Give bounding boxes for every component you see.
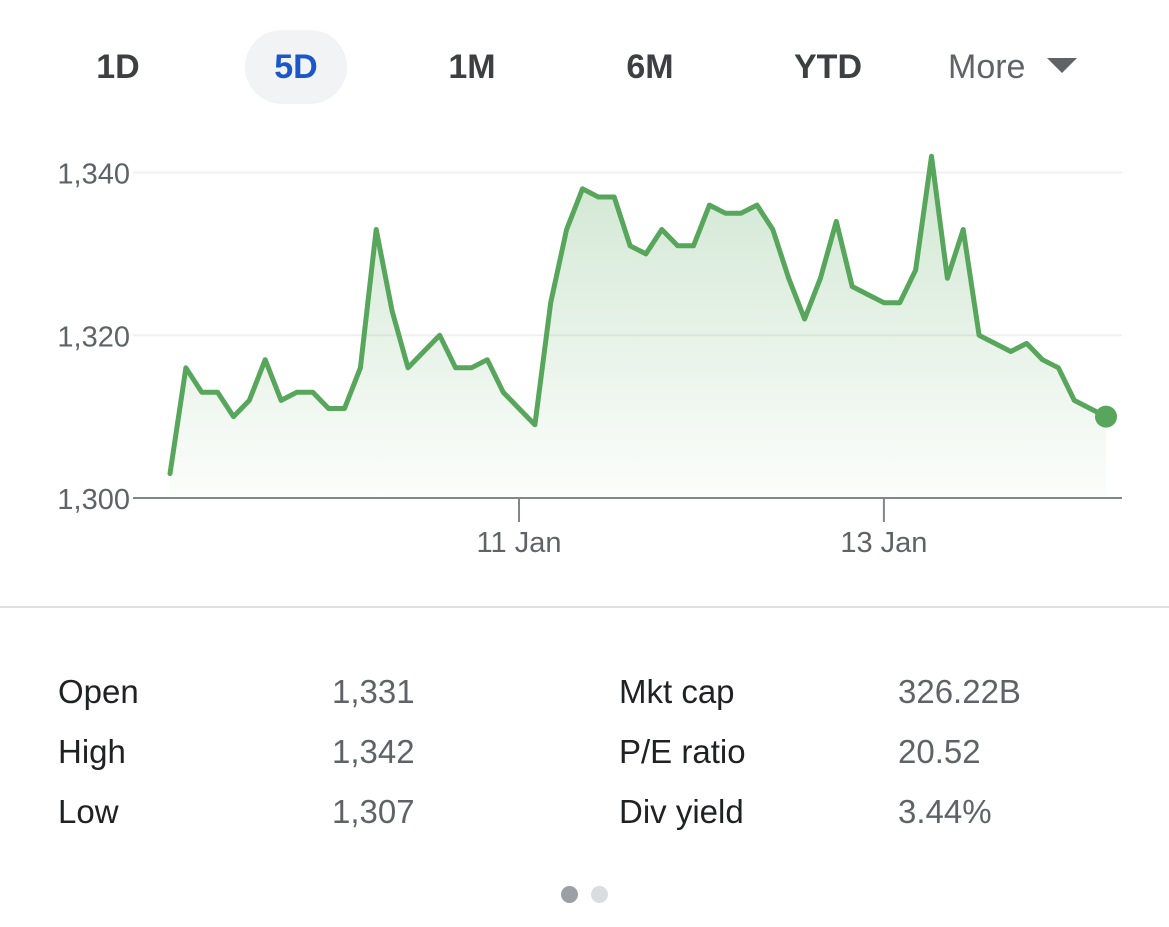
y-tick-label: 1,320 [57,321,130,353]
stat-value-open: 1,331 [332,673,415,710]
price-line [167,153,1109,477]
price-chart: 11 Jan 13 Jan 1,300 1,320 1,340 [57,153,1122,559]
x-tick-label: 11 Jan [477,527,562,559]
stat-value-high: 1,342 [332,733,415,770]
divider [0,606,1169,608]
stat-label-mkt-cap: Mkt cap [619,673,735,710]
last-price-marker [1095,405,1117,428]
x-tick-label: 13 Jan [840,527,927,559]
stat-label-high: High [58,733,126,770]
stat-value-pe-ratio: 20.52 [898,733,981,770]
tab-6m[interactable]: 6M [626,48,674,86]
tab-1d[interactable]: 1D [96,48,140,86]
stat-label-div-yield: Div yield [619,793,744,830]
stat-label-low: Low [58,793,119,830]
tab-5d[interactable]: 5D [245,30,347,104]
range-tabs: 1D 5D 1M 6M YTD More [0,30,1169,104]
stat-label-open: Open [58,673,139,710]
more-dropdown[interactable]: More [948,30,1098,104]
stat-value-mkt-cap: 326.22B [898,673,1021,710]
pager-dot-2[interactable] [591,886,608,903]
tab-1m[interactable]: 1M [448,48,496,86]
more-label: More [948,48,1026,86]
stat-value-div-yield: 3.44% [898,793,992,830]
stat-label-pe-ratio: P/E ratio [619,733,746,770]
price-area [170,156,1106,498]
stat-value-low: 1,307 [332,793,415,830]
y-tick-label: 1,340 [57,159,130,191]
caret-down-icon [1047,57,1078,73]
pager-dot-1[interactable] [561,886,578,903]
y-tick-label: 1,300 [57,484,130,516]
tab-ytd[interactable]: YTD [794,48,862,86]
